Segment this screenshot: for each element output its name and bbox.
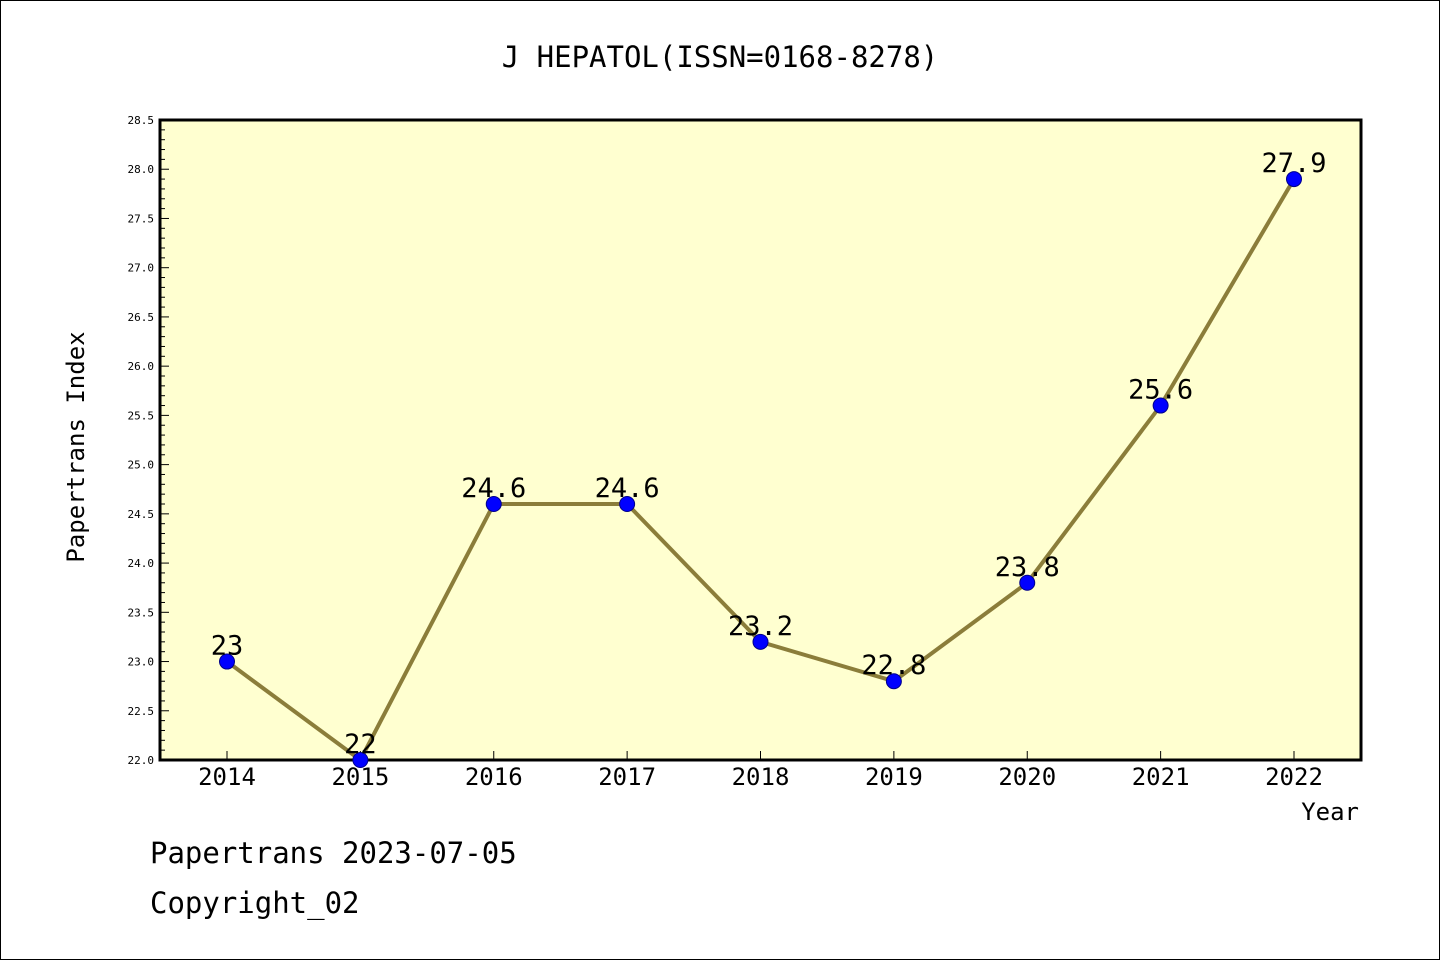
- data-label: 24.6: [595, 473, 660, 504]
- x-tick-label: 2022: [1265, 763, 1323, 791]
- x-axis: 2014 2015 2016 2017 2018 2019 2020 2021 2022: [198, 751, 1323, 791]
- x-tick-label: 2019: [865, 763, 923, 791]
- data-label: 25.6: [1128, 375, 1193, 406]
- y-tick-label: 28.5: [128, 114, 155, 127]
- x-tick-label: 2020: [998, 763, 1056, 791]
- data-label: 23.2: [728, 611, 793, 642]
- y-tick-label: 23.0: [128, 656, 155, 669]
- data-point: [219, 653, 235, 670]
- x-tick-label: 2016: [465, 763, 523, 791]
- y-axis: 22.0 22.5 23.0 23.5 24.0 24.5 25.0 25.5 26.0 26.5…: [128, 114, 169, 767]
- y-tick-label: 27.5: [128, 212, 155, 225]
- y-tick-label: 25.5: [128, 409, 155, 422]
- series-layer: [219, 171, 1302, 768]
- y-tick-label: 24.5: [128, 508, 155, 521]
- data-point: [1019, 574, 1036, 591]
- data-point: [1286, 171, 1302, 188]
- y-tick-label: 22.5: [128, 705, 155, 718]
- y-tick-label: 22.0: [128, 754, 155, 767]
- data-label: 23.8: [995, 552, 1060, 583]
- footer-date-line: Papertrans 2023-07-05: [150, 836, 517, 870]
- y-tick-label: 27.0: [128, 262, 155, 275]
- footer-copyright: Copyright_02: [150, 886, 360, 920]
- y-tick-label: 28.0: [128, 163, 155, 176]
- y-tick-label: 26.5: [128, 311, 155, 324]
- data-point: [619, 496, 636, 512]
- data-label: 27.9: [1261, 148, 1326, 179]
- chart-title: J HEPATOL(ISSN=0168-8278): [502, 40, 939, 74]
- x-tick-label: 2021: [1132, 763, 1190, 791]
- data-point: [1152, 397, 1169, 414]
- data-label: 24.6: [461, 473, 526, 504]
- y-tick-label: 25.0: [128, 459, 155, 472]
- x-axis-label: Year: [1301, 798, 1359, 826]
- data-point: [485, 496, 502, 512]
- data-point: [885, 673, 902, 690]
- y-tick-label: 24.0: [128, 557, 155, 570]
- data-label: 23: [211, 631, 244, 662]
- y-tick-label: 23.5: [128, 606, 155, 619]
- x-tick-label: 2018: [732, 763, 790, 791]
- data-label: 22: [344, 729, 377, 760]
- plot-area: [158, 118, 1363, 762]
- x-tick-label: 2014: [198, 763, 256, 791]
- data-label-layer: 23 22 24.6 24.6 23.2 22.8 23.8 25.6 27.9: [211, 148, 1327, 760]
- data-point: [752, 633, 769, 650]
- data-point: [352, 752, 369, 768]
- y-tick-label: 26.0: [128, 360, 155, 373]
- data-label: 22.8: [861, 650, 926, 681]
- y-axis-label: Papertrans Index: [62, 331, 90, 562]
- x-tick-label: 2017: [598, 763, 656, 791]
